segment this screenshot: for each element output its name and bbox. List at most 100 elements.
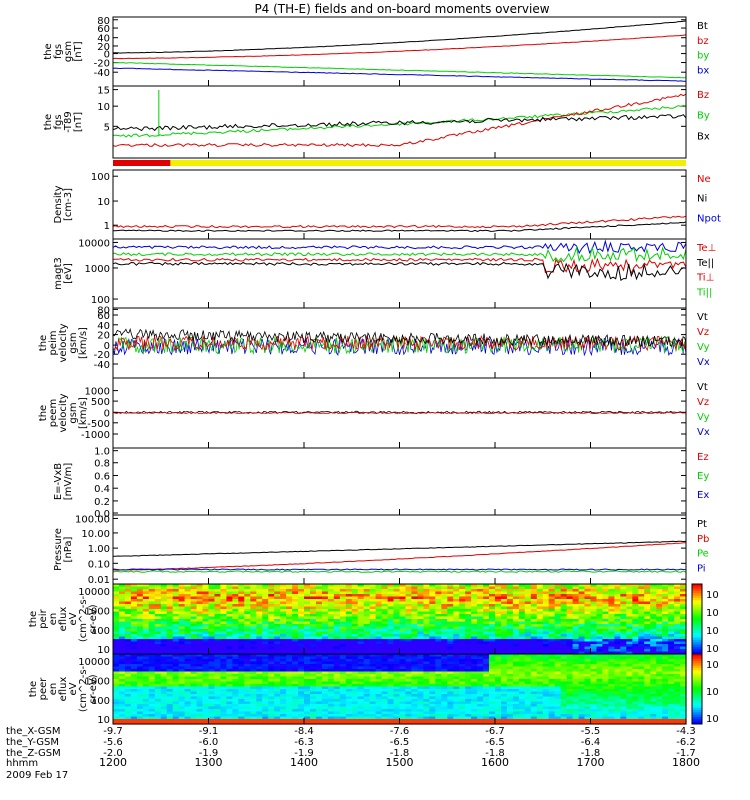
spectrogram-cell <box>435 696 442 700</box>
spectrogram-cell <box>142 691 150 695</box>
spectrogram-cell <box>680 659 687 663</box>
spectrogram-cell <box>166 619 174 623</box>
spectrogram-cell <box>435 651 442 655</box>
spectrogram-cell <box>453 641 460 645</box>
spectrogram-cell <box>501 604 508 608</box>
colorbar-step <box>692 609 702 613</box>
spectrogram-cell <box>668 666 675 670</box>
spectrogram-cell <box>518 624 526 628</box>
spectrogram-cell <box>584 666 592 670</box>
spectrogram-cell <box>560 609 568 613</box>
spectrogram-cell <box>566 609 574 613</box>
spectrogram-cell <box>119 694 126 698</box>
spectrogram-cell <box>542 636 550 640</box>
spectrogram-cell <box>220 634 227 638</box>
spectrogram-cell <box>363 636 371 640</box>
spectrogram-cell <box>662 639 669 643</box>
spectrogram-cell <box>208 614 216 618</box>
spectrogram-cell <box>632 691 639 695</box>
legend-Vz: Vz <box>697 327 709 338</box>
spectrogram-cell <box>650 606 657 610</box>
spectrogram-cell <box>650 611 657 615</box>
spectrogram-cell <box>405 671 413 675</box>
spectrogram-cell <box>512 601 520 605</box>
spectrogram-cell <box>459 674 466 678</box>
spectrogram-cell <box>447 671 454 675</box>
spectrogram-cell <box>208 634 216 638</box>
spectrogram-cell <box>351 586 359 590</box>
line-Pi <box>112 568 687 571</box>
spectrogram-cell <box>423 584 430 588</box>
spectrogram-cell <box>393 614 401 618</box>
spectrogram-cell <box>542 614 550 618</box>
spectrogram-cell <box>489 646 496 650</box>
spectrogram-cell <box>483 621 490 625</box>
spectrogram-cell <box>351 664 359 668</box>
spectrogram-cell <box>668 646 675 650</box>
spectrogram-cell <box>178 631 186 635</box>
spectrogram-cell <box>590 656 598 660</box>
spectrogram-cell <box>548 679 556 683</box>
spectrogram-cell <box>465 639 472 643</box>
spectrogram-cell <box>524 649 532 653</box>
spectrogram-cell <box>321 601 329 605</box>
spectrogram-cell <box>405 646 413 650</box>
spectrogram-cell <box>506 621 514 625</box>
spectrogram-cell <box>286 619 293 623</box>
spectrogram-cell <box>393 584 401 588</box>
spectrogram-cell <box>506 624 514 628</box>
spectrogram-cell <box>375 661 383 665</box>
spectrogram-cell <box>590 594 598 598</box>
spectrogram-cell <box>387 634 395 638</box>
spectrogram-cell <box>148 601 156 605</box>
spectrogram-cell <box>238 696 245 700</box>
spectrogram-cell <box>596 639 604 643</box>
spectrogram-cell <box>142 696 150 700</box>
spectrogram-cell <box>220 671 227 675</box>
spectrogram-cell <box>154 651 162 655</box>
spectrogram-cell <box>375 659 383 663</box>
spectrogram-cell <box>518 641 526 645</box>
spectrogram-cell <box>417 624 424 628</box>
spectrogram-cell <box>130 631 138 635</box>
spectrogram-cell <box>304 634 311 638</box>
spectrogram-cell <box>620 671 627 675</box>
spectrogram-cell <box>596 599 604 603</box>
spectrogram-cell <box>518 654 526 658</box>
spectrogram-cell <box>166 621 174 625</box>
spectrogram-cell <box>178 679 186 683</box>
spectrogram-cell <box>560 586 568 590</box>
spectrogram-cell <box>554 621 562 625</box>
spectrogram-cell <box>232 584 239 588</box>
spectrogram-cell <box>501 591 508 595</box>
spectrogram-cell <box>411 589 418 593</box>
spectrogram-cell <box>178 659 186 663</box>
spectrogram-cell <box>644 619 651 623</box>
spectrogram-cell <box>220 674 227 678</box>
spectrogram-cell <box>256 699 263 703</box>
spectrogram-cell <box>327 594 335 598</box>
y-tick-label: 500 <box>91 397 110 408</box>
spectrogram-cell <box>369 646 377 650</box>
spectrogram-cell <box>220 701 227 705</box>
spectrogram-cell <box>578 699 586 703</box>
spectrogram-cell <box>393 696 401 700</box>
spectrogram-cell <box>644 636 651 640</box>
spectrogram-cell <box>477 626 484 630</box>
spectrogram-cell <box>596 604 604 608</box>
spectrogram-cell <box>536 661 544 665</box>
spectrogram-cell <box>226 641 233 645</box>
spectrogram-cell <box>399 664 407 668</box>
spectrogram-cell <box>268 679 275 683</box>
spectrogram-cell <box>506 646 514 650</box>
spectrogram-cell <box>357 676 365 680</box>
spectrogram-cell <box>548 684 556 688</box>
spectrogram-cell <box>250 601 257 605</box>
spectrogram-cell <box>357 681 365 685</box>
spectrogram-cell <box>321 696 329 700</box>
spectrogram-cell <box>357 644 365 648</box>
spectrogram-cell <box>483 599 490 603</box>
spectrogram-cell <box>483 606 490 610</box>
spectrogram-cell <box>674 589 681 593</box>
spectrogram-cell <box>327 626 335 630</box>
